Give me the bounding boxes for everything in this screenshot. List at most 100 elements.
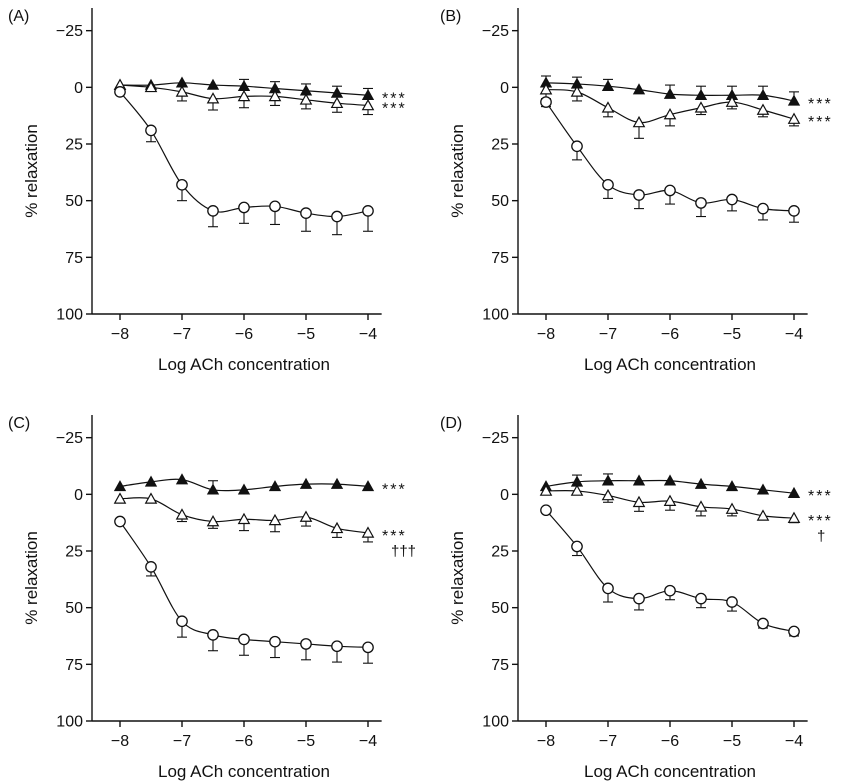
significance-annotation: ***	[382, 90, 407, 107]
x-tick-label: −7	[173, 326, 191, 343]
x-axis-label: Log ACh concentration	[584, 355, 756, 374]
data-point	[268, 89, 282, 102]
x-tick-label: −6	[235, 733, 253, 750]
dagger-annotation: †††	[391, 543, 416, 560]
series-open-triangle: ***	[539, 83, 833, 139]
x-tick-label: −8	[111, 326, 129, 343]
y-tick-label: 75	[65, 657, 83, 674]
y-axis-label: % relaxation	[448, 124, 467, 218]
y-tick-label: −25	[56, 23, 83, 40]
x-tick-label: −4	[359, 326, 377, 343]
data-point	[206, 514, 220, 527]
data-point	[300, 207, 312, 219]
data-point	[633, 592, 645, 605]
data-point	[632, 83, 646, 95]
data-point	[602, 178, 614, 191]
significance-annotation: ***	[382, 481, 407, 498]
x-tick-label: −6	[661, 733, 679, 750]
data-point	[571, 540, 583, 553]
data-point	[788, 205, 800, 217]
data-point	[632, 115, 646, 128]
panel-4: (D) −25 0 25 50 75 100 −8 −7 −6 −5 −4 Log ACh concen…	[440, 415, 833, 781]
series-filled-triangle: ***	[113, 473, 407, 498]
data-point	[664, 184, 676, 197]
data-point	[787, 511, 801, 523]
significance-annotation: ***	[808, 114, 833, 131]
data-point	[145, 561, 157, 573]
data-point	[663, 107, 677, 120]
x-tick-label: −8	[537, 733, 555, 750]
data-point	[756, 103, 770, 115]
data-point	[694, 101, 708, 113]
series-line	[545, 509, 795, 633]
x-tick-label: −8	[537, 326, 555, 343]
data-point	[144, 492, 158, 504]
y-tick-label: 100	[56, 714, 83, 731]
data-point	[206, 483, 220, 495]
dagger-annotation: †	[817, 528, 825, 545]
y-tick-label: 50	[491, 600, 509, 617]
significance-annotation: ***	[382, 100, 407, 117]
y-tick-label: 25	[491, 544, 509, 561]
data-point	[725, 95, 739, 107]
y-tick-label: 25	[491, 137, 509, 154]
data-point	[695, 592, 707, 605]
x-tick-label: −4	[359, 733, 377, 750]
data-point	[757, 617, 769, 630]
y-tick-label: 25	[65, 137, 83, 154]
series-open-circle	[540, 96, 800, 223]
data-point	[694, 88, 708, 101]
significance-annotation: ***	[382, 528, 407, 545]
data-point	[632, 474, 646, 486]
data-point	[726, 193, 738, 206]
x-tick-label: −6	[235, 326, 253, 343]
data-point	[300, 638, 312, 650]
data-point	[113, 480, 127, 492]
data-point	[663, 494, 677, 506]
series-filled-triangle: ***	[113, 76, 407, 107]
data-point	[694, 500, 708, 512]
y-axis-label: % relaxation	[22, 124, 41, 218]
y-tick-label: 0	[500, 80, 509, 97]
y-tick-label: 100	[482, 307, 509, 324]
series-open-circle	[114, 86, 374, 236]
data-point	[269, 200, 281, 213]
y-tick-label: 0	[74, 80, 83, 97]
data-point	[756, 483, 770, 495]
series-open-circle	[114, 515, 374, 664]
panel-3: (C) −25 0 25 50 75 100 −8 −7 −6 −5 −4 Log ACh concen…	[8, 415, 416, 781]
data-point	[601, 79, 615, 91]
y-axis-label: % relaxation	[22, 531, 41, 625]
y-tick-label: −25	[482, 23, 509, 40]
data-point	[756, 88, 770, 101]
y-tick-label: 0	[74, 487, 83, 504]
data-point	[175, 508, 189, 520]
data-point	[695, 197, 707, 209]
data-point	[175, 85, 189, 97]
data-point	[725, 480, 739, 492]
y-tick-label: 50	[65, 600, 83, 617]
panel-1: (A) −25 0 25 50 75 100 −8 −7 −6 −5 −4 Log ACh concen…	[8, 8, 407, 374]
data-point	[238, 633, 250, 646]
data-point	[788, 625, 800, 638]
panel-label: (A)	[8, 8, 29, 25]
x-axis-label: Log ACh concentration	[158, 762, 330, 781]
data-point	[725, 502, 739, 514]
data-point	[268, 513, 282, 526]
x-tick-label: −7	[173, 733, 191, 750]
x-tick-label: −5	[723, 733, 741, 750]
significance-annotation: ***	[808, 488, 833, 505]
x-axis-label: Log ACh concentration	[158, 355, 330, 374]
data-point	[268, 480, 282, 492]
data-point	[540, 96, 552, 108]
data-point	[144, 475, 158, 487]
series-open-triangle: *** †	[539, 484, 831, 545]
x-axis-label: Log ACh concentration	[584, 762, 756, 781]
panel-label: (D)	[440, 415, 462, 432]
data-point	[601, 101, 615, 113]
x-tick-label: −6	[661, 326, 679, 343]
series-line	[119, 521, 369, 648]
y-tick-label: 50	[65, 193, 83, 210]
data-point	[299, 510, 313, 522]
